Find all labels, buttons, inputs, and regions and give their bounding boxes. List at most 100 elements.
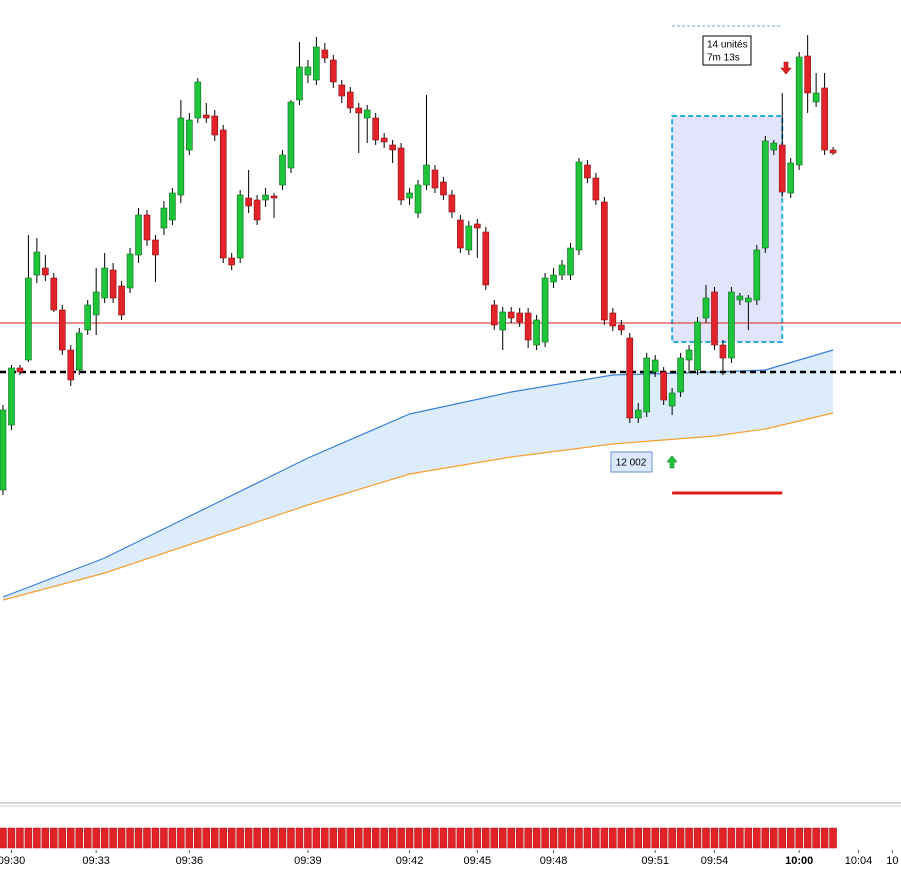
volume-bar <box>287 827 295 849</box>
candle-body <box>677 357 684 393</box>
volume-bar <box>617 827 626 849</box>
candle-body <box>101 267 108 299</box>
candle-body <box>135 214 142 256</box>
volume-bar <box>634 827 642 849</box>
volume-bar <box>321 827 329 849</box>
volume-bar <box>261 827 270 849</box>
candle-body <box>711 291 718 346</box>
volume-bar <box>515 827 524 849</box>
candle-body <box>338 84 346 97</box>
candle-body <box>770 142 778 151</box>
volume-bar <box>592 827 600 849</box>
candle-body <box>245 197 252 207</box>
candle-body <box>304 66 312 76</box>
candle-body <box>516 312 523 323</box>
candle-body <box>761 140 769 249</box>
candle-body <box>778 144 786 193</box>
candle-body <box>33 251 41 276</box>
volume-bar <box>168 827 177 849</box>
x-tick-label: 09:45 <box>464 855 492 867</box>
x-tick-label: 09:54 <box>701 855 729 867</box>
volume-bar <box>7 827 16 849</box>
candle-body <box>728 291 735 359</box>
candle-body <box>584 164 591 179</box>
price-label: 12 002 <box>616 458 647 469</box>
volume-bar <box>693 827 702 849</box>
x-tick-label: 10 <box>886 855 898 867</box>
candle-body <box>228 257 235 266</box>
volume-bar <box>227 827 236 849</box>
volume-bar <box>126 827 134 849</box>
volume-bar <box>211 827 219 849</box>
volume-bar <box>566 827 575 849</box>
candle-body <box>465 225 473 251</box>
volume-bar <box>117 827 126 849</box>
candle-body <box>58 309 66 351</box>
candle-body <box>194 81 202 119</box>
candle-body <box>541 277 549 343</box>
volume-bar <box>329 827 338 849</box>
candle-body <box>92 291 100 316</box>
volume-bar <box>719 827 727 849</box>
candle-body <box>626 337 634 419</box>
candle-body <box>50 277 58 311</box>
candle-body <box>423 164 430 186</box>
volume-bar <box>0 827 7 849</box>
candle-body <box>736 295 744 301</box>
candle-body <box>440 181 447 196</box>
candle-body <box>0 409 7 491</box>
volume-bar <box>151 827 160 849</box>
volume-bar <box>134 827 143 849</box>
volume-bar <box>465 827 473 849</box>
volume-bar <box>507 827 515 849</box>
candle-body <box>787 162 795 194</box>
volume-bar <box>100 827 109 849</box>
candle-body <box>330 59 337 83</box>
volume-bar <box>482 827 490 849</box>
volume-bar <box>490 827 499 849</box>
volume-bar <box>651 827 659 849</box>
volume-bar <box>541 827 549 849</box>
candle-body <box>668 392 676 407</box>
candle-body <box>109 269 117 299</box>
candle-body <box>651 359 659 373</box>
volume-bar <box>727 827 736 849</box>
candle-body <box>219 129 227 259</box>
candle-body <box>694 321 701 371</box>
volume-bar <box>524 827 532 849</box>
volume-bar <box>414 827 422 849</box>
candle-body <box>643 357 651 413</box>
annotation-box <box>702 35 752 66</box>
volume-bar <box>244 827 253 849</box>
volume-bar <box>736 827 744 849</box>
candle-body <box>169 192 176 221</box>
candle-body <box>618 324 625 331</box>
volume-bar <box>41 827 50 849</box>
volume-bar <box>676 827 685 849</box>
volume-bar <box>67 827 75 849</box>
candle-body <box>533 319 540 346</box>
volume-bar <box>405 827 414 849</box>
volume-bar <box>143 827 151 849</box>
candle-body <box>296 66 303 101</box>
volume-bar <box>753 827 761 849</box>
volume-bar <box>456 827 465 849</box>
candle-body <box>270 195 278 199</box>
volume-bar <box>219 827 227 849</box>
candle-body <box>702 297 710 319</box>
volume-bar <box>558 827 566 849</box>
candle-body <box>8 367 15 426</box>
volume-bar <box>185 827 194 849</box>
candle-body <box>186 119 193 151</box>
volume-bar <box>24 827 33 849</box>
x-tick-label: 09:48 <box>540 855 568 867</box>
volume-bar <box>92 827 100 849</box>
candle-body <box>321 49 329 59</box>
volume-bar <box>50 827 58 849</box>
candle-body <box>202 114 210 119</box>
volume-bar <box>33 827 41 849</box>
candle-body <box>313 46 320 81</box>
candle-body <box>397 147 405 201</box>
volume-bar <box>363 827 371 849</box>
